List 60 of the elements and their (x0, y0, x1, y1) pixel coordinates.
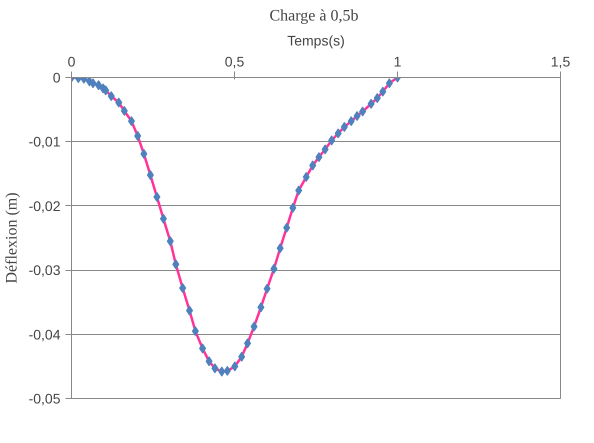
point (224, 366, 231, 376)
point (386, 78, 393, 88)
y-tick-label: -0,03 (28, 262, 61, 278)
point (295, 185, 302, 196)
y-tick-label: -0,04 (28, 326, 61, 342)
point (192, 326, 199, 336)
x-tick-label: 1,5 (550, 54, 570, 70)
x-tick-label: 1 (394, 54, 402, 70)
point (270, 264, 278, 274)
point (250, 322, 258, 332)
point (115, 98, 122, 108)
point (257, 302, 264, 312)
point (211, 363, 218, 374)
point (348, 116, 355, 126)
point (90, 78, 97, 88)
point (334, 128, 342, 138)
point (264, 284, 271, 294)
point (172, 259, 180, 270)
point (160, 214, 167, 224)
point (128, 116, 135, 126)
point (120, 106, 128, 116)
point (206, 356, 213, 366)
chart-title: Charge à 0,5b (269, 8, 359, 24)
point (283, 222, 290, 233)
point (322, 144, 329, 154)
point (315, 152, 322, 162)
point (309, 160, 316, 170)
point (153, 192, 160, 202)
x-tick-label: 0 (68, 54, 76, 70)
point (302, 172, 310, 182)
point (374, 93, 381, 104)
y-tick-label: -0,01 (28, 134, 61, 150)
point (166, 236, 174, 246)
point (186, 306, 194, 316)
y-tick-label: -0,02 (28, 198, 61, 214)
point (379, 86, 386, 97)
point (244, 338, 252, 348)
point (199, 343, 206, 354)
point (95, 80, 102, 90)
point (328, 135, 336, 146)
point (238, 352, 246, 362)
point (368, 98, 375, 109)
point (276, 243, 284, 254)
x-tick-label: 0,5 (224, 54, 244, 70)
point (108, 91, 115, 102)
point (231, 361, 238, 372)
y-tick-label: 0 (52, 70, 61, 86)
point (102, 85, 110, 96)
y-axis-title: Déflexion (m) (4, 192, 21, 284)
point (359, 106, 366, 117)
y-tick-label: -0,05 (28, 390, 61, 406)
x-axis-title: Temps(s) (287, 32, 345, 48)
point (179, 283, 186, 294)
point (218, 366, 226, 377)
point (289, 202, 296, 213)
point (134, 130, 142, 141)
point (146, 170, 154, 180)
point (140, 148, 148, 159)
point (340, 122, 348, 132)
point (354, 111, 361, 122)
